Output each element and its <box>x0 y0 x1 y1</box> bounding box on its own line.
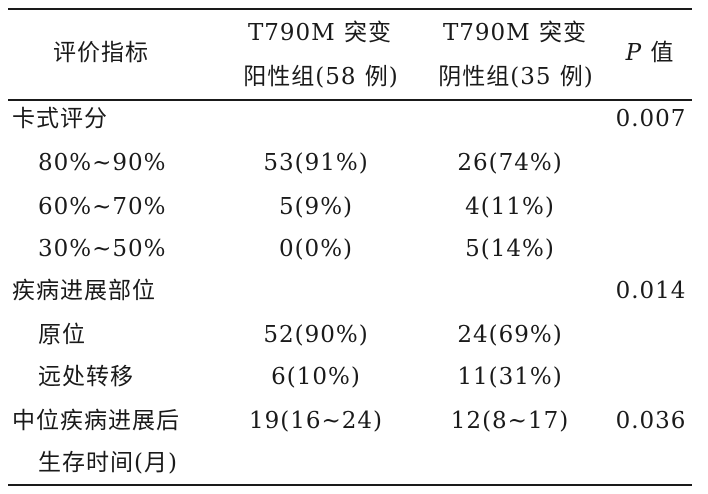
header-p-suffix: 值 <box>642 40 675 66</box>
table-top-rule <box>8 8 692 10</box>
table-bottom-rule <box>8 484 692 486</box>
row-label: 60%~70% <box>38 194 167 220</box>
row-positive: 6(10%) <box>271 364 361 390</box>
row-positive: 53(91%) <box>263 150 369 176</box>
header-negative-line2: 阴性组(35 例) <box>438 64 594 90</box>
row-positive: 19(16~24) <box>248 408 384 434</box>
row-label: 80%~90% <box>38 150 167 176</box>
row-p-value: 0.036 <box>615 408 687 434</box>
row-positive: 5(9%) <box>278 194 354 220</box>
row-negative: 11(31%) <box>457 364 563 390</box>
row-label: 卡式评分 <box>12 106 108 132</box>
row-positive: 52(90%) <box>263 322 369 348</box>
header-negative-line1: T790M 突变 <box>442 20 588 46</box>
row-negative: 24(69%) <box>457 322 563 348</box>
row-p-value: 0.014 <box>615 278 687 304</box>
header-indicator: 评价指标 <box>53 40 149 66</box>
header-p-symbol: P <box>625 40 643 66</box>
row-label: 30%~50% <box>38 236 167 262</box>
row-p-value: 0.007 <box>615 106 687 132</box>
header-p-value: P 值 <box>610 38 690 68</box>
row-negative: 12(8~17) <box>450 408 570 434</box>
table-header-rule <box>8 99 692 101</box>
row-label: 中位疾病进展后 <box>12 408 180 434</box>
row-positive: 0(0%) <box>278 236 354 262</box>
row-label: 生存时间(月) <box>38 450 178 476</box>
row-label: 原位 <box>38 322 86 348</box>
row-label: 疾病进展部位 <box>12 278 156 304</box>
row-negative: 26(74%) <box>457 150 563 176</box>
header-positive-line2: 阳性组(58 例) <box>243 64 399 90</box>
row-label: 远处转移 <box>38 364 134 390</box>
row-negative: 5(14%) <box>465 236 555 262</box>
row-negative: 4(11%) <box>465 194 555 220</box>
header-positive-line1: T790M 突变 <box>247 20 393 46</box>
